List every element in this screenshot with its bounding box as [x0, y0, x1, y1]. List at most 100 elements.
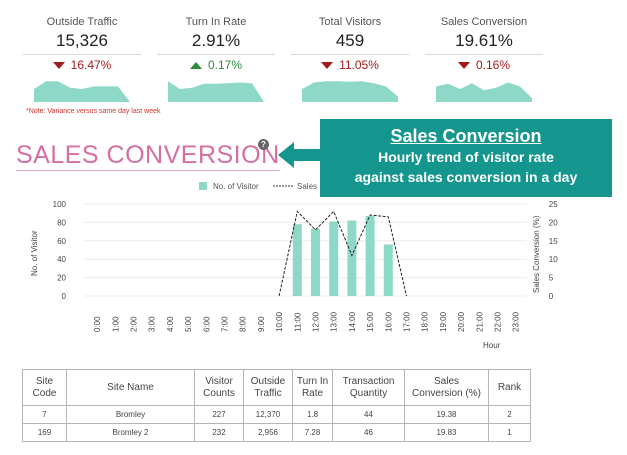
x-tick-label: 18:00 [421, 311, 430, 332]
y-axis-left-label: No. of Visitor [30, 230, 39, 276]
x-tick-label: 6:00 [202, 316, 211, 332]
table-row: 169 Bromley 2 232 2,956 7.28 46 19.83 1 [22, 423, 531, 442]
x-tick-label: 19:00 [439, 311, 448, 332]
visitor-bar [383, 244, 393, 296]
y-axis-right-ticks: 25 20 15 10 5 0 [549, 200, 558, 301]
kpi-change: 0.16% [425, 58, 543, 73]
y-tick-label-right: 25 [549, 200, 558, 209]
y-axis-right-label: Sales Conversion (%) [532, 215, 541, 293]
triangle-down-icon [52, 62, 65, 69]
kpi-value: 19.61% [455, 31, 513, 50]
x-tick-label: 21:00 [475, 311, 484, 332]
cell: 1 [488, 423, 531, 442]
x-tick-label: 22:00 [494, 311, 503, 332]
y-tick-label-right: 5 [549, 274, 554, 283]
kpi-value: 15,326 [56, 31, 108, 50]
callout-title: Sales Conversion [390, 126, 542, 146]
cell: 19.38 [404, 405, 489, 424]
visitor-bars [292, 215, 393, 296]
x-tick-label: 10:00 [275, 311, 284, 332]
col-sales-conversion: Sales Conversion (%) [404, 369, 489, 406]
kpi-sparkline [436, 82, 532, 102]
question-icon[interactable]: ? [258, 139, 269, 150]
triangle-up-icon [189, 62, 202, 69]
x-tick-label: 14:00 [348, 311, 357, 332]
variance-note: *Note: Variance versus same day last wee… [26, 108, 161, 115]
x-axis-label: Hour [483, 341, 501, 350]
x-tick-label: 11:00 [293, 312, 302, 332]
x-tick-label: 15:00 [366, 311, 375, 332]
y-tick-label-left: 40 [57, 255, 66, 264]
x-tick-label: 1:00 [111, 316, 120, 332]
kpi-change: 0.17% [157, 58, 275, 73]
y-tick-label-right: 10 [549, 255, 558, 264]
arrow-left-icon [278, 142, 322, 168]
kpi-value: 459 [335, 31, 365, 50]
callout-box: Sales Conversion Hourly trend of visitor… [320, 119, 612, 197]
x-tick-label: 8:00 [239, 316, 248, 332]
kpi-change-value: 0.17% [207, 58, 243, 72]
x-tick-label: 13:00 [330, 311, 339, 332]
site-table: Site Code Site Name Visitor Counts Outsi… [22, 369, 531, 442]
cell: 2 [488, 405, 531, 424]
sales-conversion-chart: No. of Visitor Sales No. of Visitor Sale… [30, 182, 558, 350]
x-tick-label: 9:00 [257, 316, 266, 332]
kpi-title: Turn In Rate [185, 16, 247, 28]
kpi-title: Outside Traffic [46, 16, 118, 28]
y-tick-label-right: 0 [549, 292, 554, 301]
kpi-title: Sales Conversion [440, 16, 528, 28]
kpi-title: Total Visitors [318, 16, 382, 28]
x-tick-label: 17:00 [403, 311, 412, 332]
y-tick-label-right: 15 [549, 237, 558, 246]
visitor-bar [311, 228, 320, 296]
kpi-turn-in-rate: Turn In Rate 2.91% 0.17% [157, 14, 275, 102]
cell: 1.8 [292, 405, 333, 424]
triangle-down-icon [321, 62, 334, 69]
cell: 7 [22, 405, 67, 424]
y-tick-label-left: 0 [62, 292, 67, 301]
cell: 169 [22, 423, 67, 442]
legend-line-label: Sales [297, 182, 317, 191]
x-tick-label: 23:00 [512, 311, 521, 332]
kpi-total-visitors: Total Visitors 459 11.05% [291, 14, 409, 102]
visitor-bar [347, 220, 357, 296]
kpi-sparkline [302, 81, 398, 102]
x-tick-label: 5:00 [184, 316, 193, 332]
kpi-sparkline [168, 81, 264, 102]
chart-grid [84, 203, 527, 297]
col-site-code: Site Code [22, 369, 67, 406]
x-tick-label: 12:00 [312, 311, 321, 332]
col-transaction-quantity: Transaction Quantity [332, 369, 405, 406]
y-tick-label-left: 20 [57, 274, 66, 283]
kpi-divider [291, 54, 409, 55]
callout-line-2: against sales conversion in a day [354, 169, 578, 185]
sparkline-area [436, 82, 532, 102]
kpi-value: 2.91% [191, 31, 241, 50]
table-header-row: Site Code Site Name Visitor Counts Outsi… [22, 369, 531, 406]
kpi-sparkline [34, 81, 130, 102]
y-tick-label-left: 100 [53, 200, 67, 209]
y-tick-label-left: 60 [57, 237, 66, 246]
cell: 12,370 [243, 405, 293, 424]
kpi-sales-conversion: Sales Conversion 19.61% 0.16% [425, 14, 543, 102]
visitor-bar [292, 224, 302, 296]
triangle-down-icon [457, 62, 470, 69]
visitor-bar [365, 215, 375, 296]
kpi-change-value: 16.47% [70, 58, 112, 72]
kpi-change-value: 0.16% [475, 58, 511, 72]
y-axis-left-ticks: 100 80 60 40 20 0 [53, 200, 67, 301]
section-title: SALES CONVERSION [16, 141, 280, 171]
sparkline-area [302, 81, 398, 102]
kpi-change: 11.05% [291, 58, 409, 73]
kpi-divider [23, 54, 141, 55]
kpi-change: 16.47% [23, 58, 141, 73]
cell: 19.83 [404, 423, 489, 442]
col-site-name: Site Name [66, 369, 195, 406]
cell: 44 [332, 405, 405, 424]
conversion-line-path [278, 210, 407, 297]
table-row: 7 Bromley 227 12,370 1.8 44 19.38 2 [22, 405, 531, 424]
cell: Bromley 2 [66, 423, 195, 442]
cell: 7.28 [292, 423, 333, 442]
y-tick-label-right: 20 [549, 218, 558, 227]
kpi-outside-traffic: Outside Traffic 15,326 16.47% [23, 14, 141, 102]
